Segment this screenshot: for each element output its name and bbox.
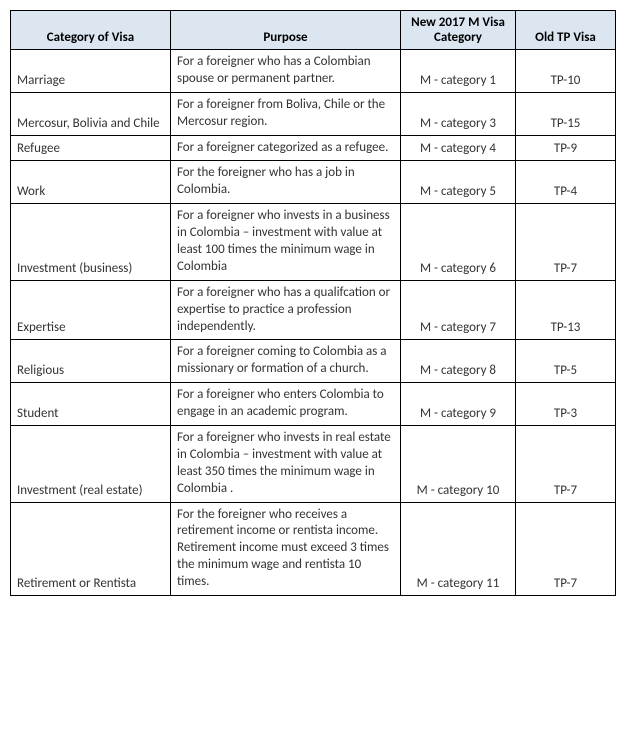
cell-purpose: For a foreigner from Boliva, Chile or th… — [171, 92, 401, 135]
cell-purpose: For a foreigner coming to Colombia as a … — [171, 340, 401, 383]
cell-purpose: For a foreigner who invests in a busines… — [171, 204, 401, 281]
col-header-old: Old TP Visa — [516, 11, 616, 50]
cell-category: Work — [11, 161, 171, 204]
table-row: Refugee For a foreigner categorized as a… — [11, 135, 616, 161]
cell-old: TP-3 — [516, 383, 616, 426]
cell-purpose: For a foreigner who has a Colombian spou… — [171, 50, 401, 93]
cell-category: Student — [11, 383, 171, 426]
table-header-row: Category of Visa Purpose New 2017 M Visa… — [11, 11, 616, 50]
cell-category: Refugee — [11, 135, 171, 161]
table-row: Expertise For a foreigner who has a qual… — [11, 280, 616, 340]
cell-new: M - category 4 — [401, 135, 516, 161]
table-row: Investment (business) For a foreigner wh… — [11, 204, 616, 281]
table-row: Retirement or Rentista For the foreigner… — [11, 502, 616, 595]
cell-category: Mercosur, Bolivia and Chile — [11, 92, 171, 135]
cell-old: TP-4 — [516, 161, 616, 204]
table-row: Student For a foreigner who enters Colom… — [11, 383, 616, 426]
cell-old: TP-7 — [516, 502, 616, 595]
cell-purpose: For the foreigner who receives a retirem… — [171, 502, 401, 595]
cell-purpose: For the foreigner who has a job in Colom… — [171, 161, 401, 204]
cell-old: TP-9 — [516, 135, 616, 161]
table-row: Marriage For a foreigner who has a Colom… — [11, 50, 616, 93]
cell-new: M - category 7 — [401, 280, 516, 340]
col-header-purpose: Purpose — [171, 11, 401, 50]
cell-old: TP-7 — [516, 426, 616, 503]
cell-new: M - category 5 — [401, 161, 516, 204]
col-header-category: Category of Visa — [11, 11, 171, 50]
cell-new: M - category 3 — [401, 92, 516, 135]
cell-category: Retirement or Rentista — [11, 502, 171, 595]
cell-old: TP-10 — [516, 50, 616, 93]
cell-new: M - category 1 — [401, 50, 516, 93]
cell-new: M - category 9 — [401, 383, 516, 426]
table-row: Religious For a foreigner coming to Colo… — [11, 340, 616, 383]
table-row: Mercosur, Bolivia and Chile For a foreig… — [11, 92, 616, 135]
cell-category: Investment (business) — [11, 204, 171, 281]
cell-category: Religious — [11, 340, 171, 383]
cell-new: M - category 6 — [401, 204, 516, 281]
cell-new: M - category 8 — [401, 340, 516, 383]
cell-category: Expertise — [11, 280, 171, 340]
cell-new: M - category 10 — [401, 426, 516, 503]
visa-table: Category of Visa Purpose New 2017 M Visa… — [10, 10, 616, 596]
cell-purpose: For a foreigner who enters Colombia to e… — [171, 383, 401, 426]
table-row: Work For the foreigner who has a job in … — [11, 161, 616, 204]
table-body: Marriage For a foreigner who has a Colom… — [11, 50, 616, 596]
cell-purpose: For a foreigner who invests in real esta… — [171, 426, 401, 503]
col-header-new: New 2017 M Visa Category — [401, 11, 516, 50]
cell-purpose: For a foreigner who has a qualifcation o… — [171, 280, 401, 340]
cell-old: TP-13 — [516, 280, 616, 340]
cell-purpose: For a foreigner categorized as a refugee… — [171, 135, 401, 161]
cell-old: TP-5 — [516, 340, 616, 383]
cell-old: TP-7 — [516, 204, 616, 281]
cell-category: Marriage — [11, 50, 171, 93]
cell-new: M - category 11 — [401, 502, 516, 595]
table-row: Investment (real estate) For a foreigner… — [11, 426, 616, 503]
cell-category: Investment (real estate) — [11, 426, 171, 503]
cell-old: TP-15 — [516, 92, 616, 135]
